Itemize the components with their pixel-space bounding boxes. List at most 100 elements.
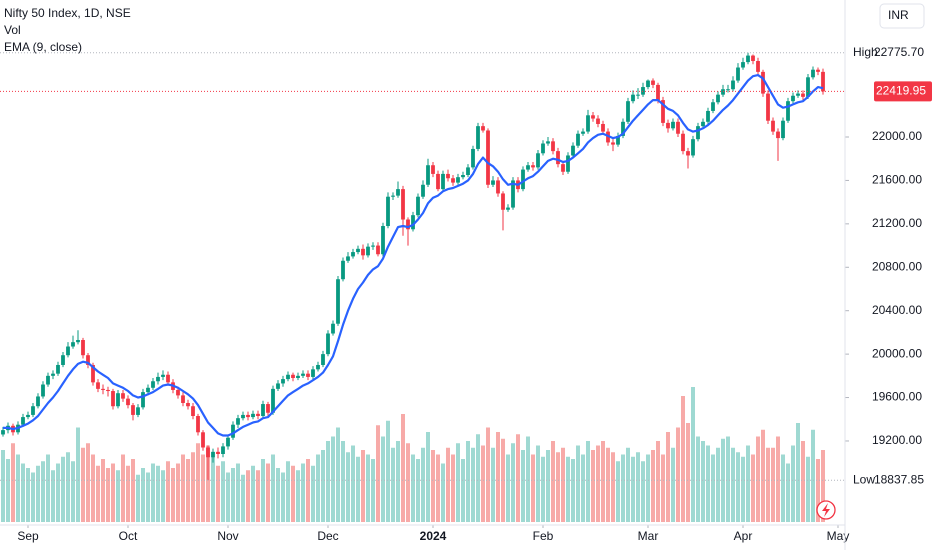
volume-bar (106, 468, 110, 522)
volume-bar (676, 427, 680, 522)
volume-bar (756, 436, 760, 522)
volume-bar (661, 454, 665, 522)
candle-body (366, 246, 370, 256)
candle-body (391, 195, 395, 197)
candle-body (551, 141, 555, 152)
candle-body (321, 354, 325, 365)
volume-bar (406, 443, 410, 522)
volume-bar (186, 459, 190, 522)
candle-body (311, 369, 315, 377)
candle-body (21, 417, 25, 425)
candle-body (316, 364, 320, 370)
candle-body (571, 145, 575, 156)
candle-body (596, 118, 600, 124)
volume-bar (646, 454, 650, 522)
candle-body (401, 189, 405, 220)
candle-body (581, 131, 585, 134)
volume-bar (651, 450, 655, 522)
candle-body (241, 414, 245, 419)
volume-bar (346, 452, 350, 522)
candle-body (301, 373, 305, 376)
candle-body (66, 346, 70, 356)
candle-body (636, 94, 640, 96)
volume-bar (221, 461, 225, 522)
candle-body (631, 94, 635, 102)
volume-bar (31, 472, 35, 522)
symbol-title: Nifty 50 Index, 1D, NSE (4, 6, 131, 20)
volume-bar (611, 452, 615, 522)
candle-body (806, 77, 810, 97)
volume-bar (626, 447, 630, 522)
volume-bar (331, 436, 335, 522)
volume-bar (96, 465, 100, 522)
candle-body (811, 69, 815, 78)
volume-bar (351, 445, 355, 522)
volume-bar (491, 447, 495, 522)
volume-bar (716, 447, 720, 522)
candle-body (346, 256, 350, 261)
volume-bar (636, 452, 640, 522)
volume-bar (306, 459, 310, 522)
candle-body (526, 165, 530, 170)
candle-body (211, 451, 215, 458)
candle-body (186, 402, 190, 407)
volume-bar (536, 445, 540, 522)
candle-body (676, 121, 680, 134)
candle-body (376, 245, 380, 255)
volume-bar (401, 414, 405, 522)
candle-body (386, 196, 390, 227)
candle-body (441, 173, 445, 190)
volume-bar (521, 450, 525, 522)
candle-body (616, 135, 620, 145)
volume-bar (361, 450, 365, 522)
candle-body (701, 121, 705, 127)
volume-bar (701, 441, 705, 522)
candle-body (331, 323, 335, 334)
candle-body (416, 196, 420, 216)
candle-body (736, 67, 740, 81)
candle-body (221, 446, 225, 455)
volume-bar (451, 454, 455, 522)
volume-bar (101, 459, 105, 522)
candle-body (816, 69, 820, 72)
candle-body (76, 340, 80, 343)
candle-body (396, 189, 400, 196)
currency-label[interactable]: INR (888, 8, 909, 22)
volume-bar (481, 445, 485, 522)
candle-body (496, 180, 500, 194)
candle-body (56, 364, 60, 374)
volume-bar (126, 465, 130, 522)
alert-bolt[interactable] (822, 503, 830, 517)
volume-bar (46, 454, 50, 522)
volume-bar (201, 454, 205, 522)
volume-bar (291, 465, 295, 522)
volume-bar (286, 461, 290, 522)
volume-bar (6, 459, 10, 522)
volume-bar (541, 456, 545, 522)
candle-body (546, 141, 550, 144)
marker-value: 22775.70 (874, 45, 924, 59)
x-tick-label: May (827, 529, 850, 543)
volume-bar (576, 445, 580, 522)
volume-bar (241, 474, 245, 522)
candle-body (141, 392, 145, 408)
volume-bar (631, 456, 635, 522)
volume-bar (656, 441, 660, 522)
volume-bar (396, 441, 400, 522)
candle-body (696, 126, 700, 140)
currency-button[interactable] (879, 3, 925, 29)
candle-body (776, 131, 780, 139)
volume-bar (381, 436, 385, 522)
volume-bar (56, 463, 60, 522)
volume-bar (131, 459, 135, 522)
x-tick-label: Mar (638, 529, 659, 543)
volume-bar (766, 447, 770, 522)
candle-body (341, 260, 345, 280)
volume-bar (76, 427, 80, 522)
alert-icon[interactable] (816, 500, 836, 520)
candle-body (146, 387, 150, 393)
candle-body (271, 388, 275, 413)
volume-bar (561, 447, 565, 522)
volume-bar (786, 463, 790, 522)
